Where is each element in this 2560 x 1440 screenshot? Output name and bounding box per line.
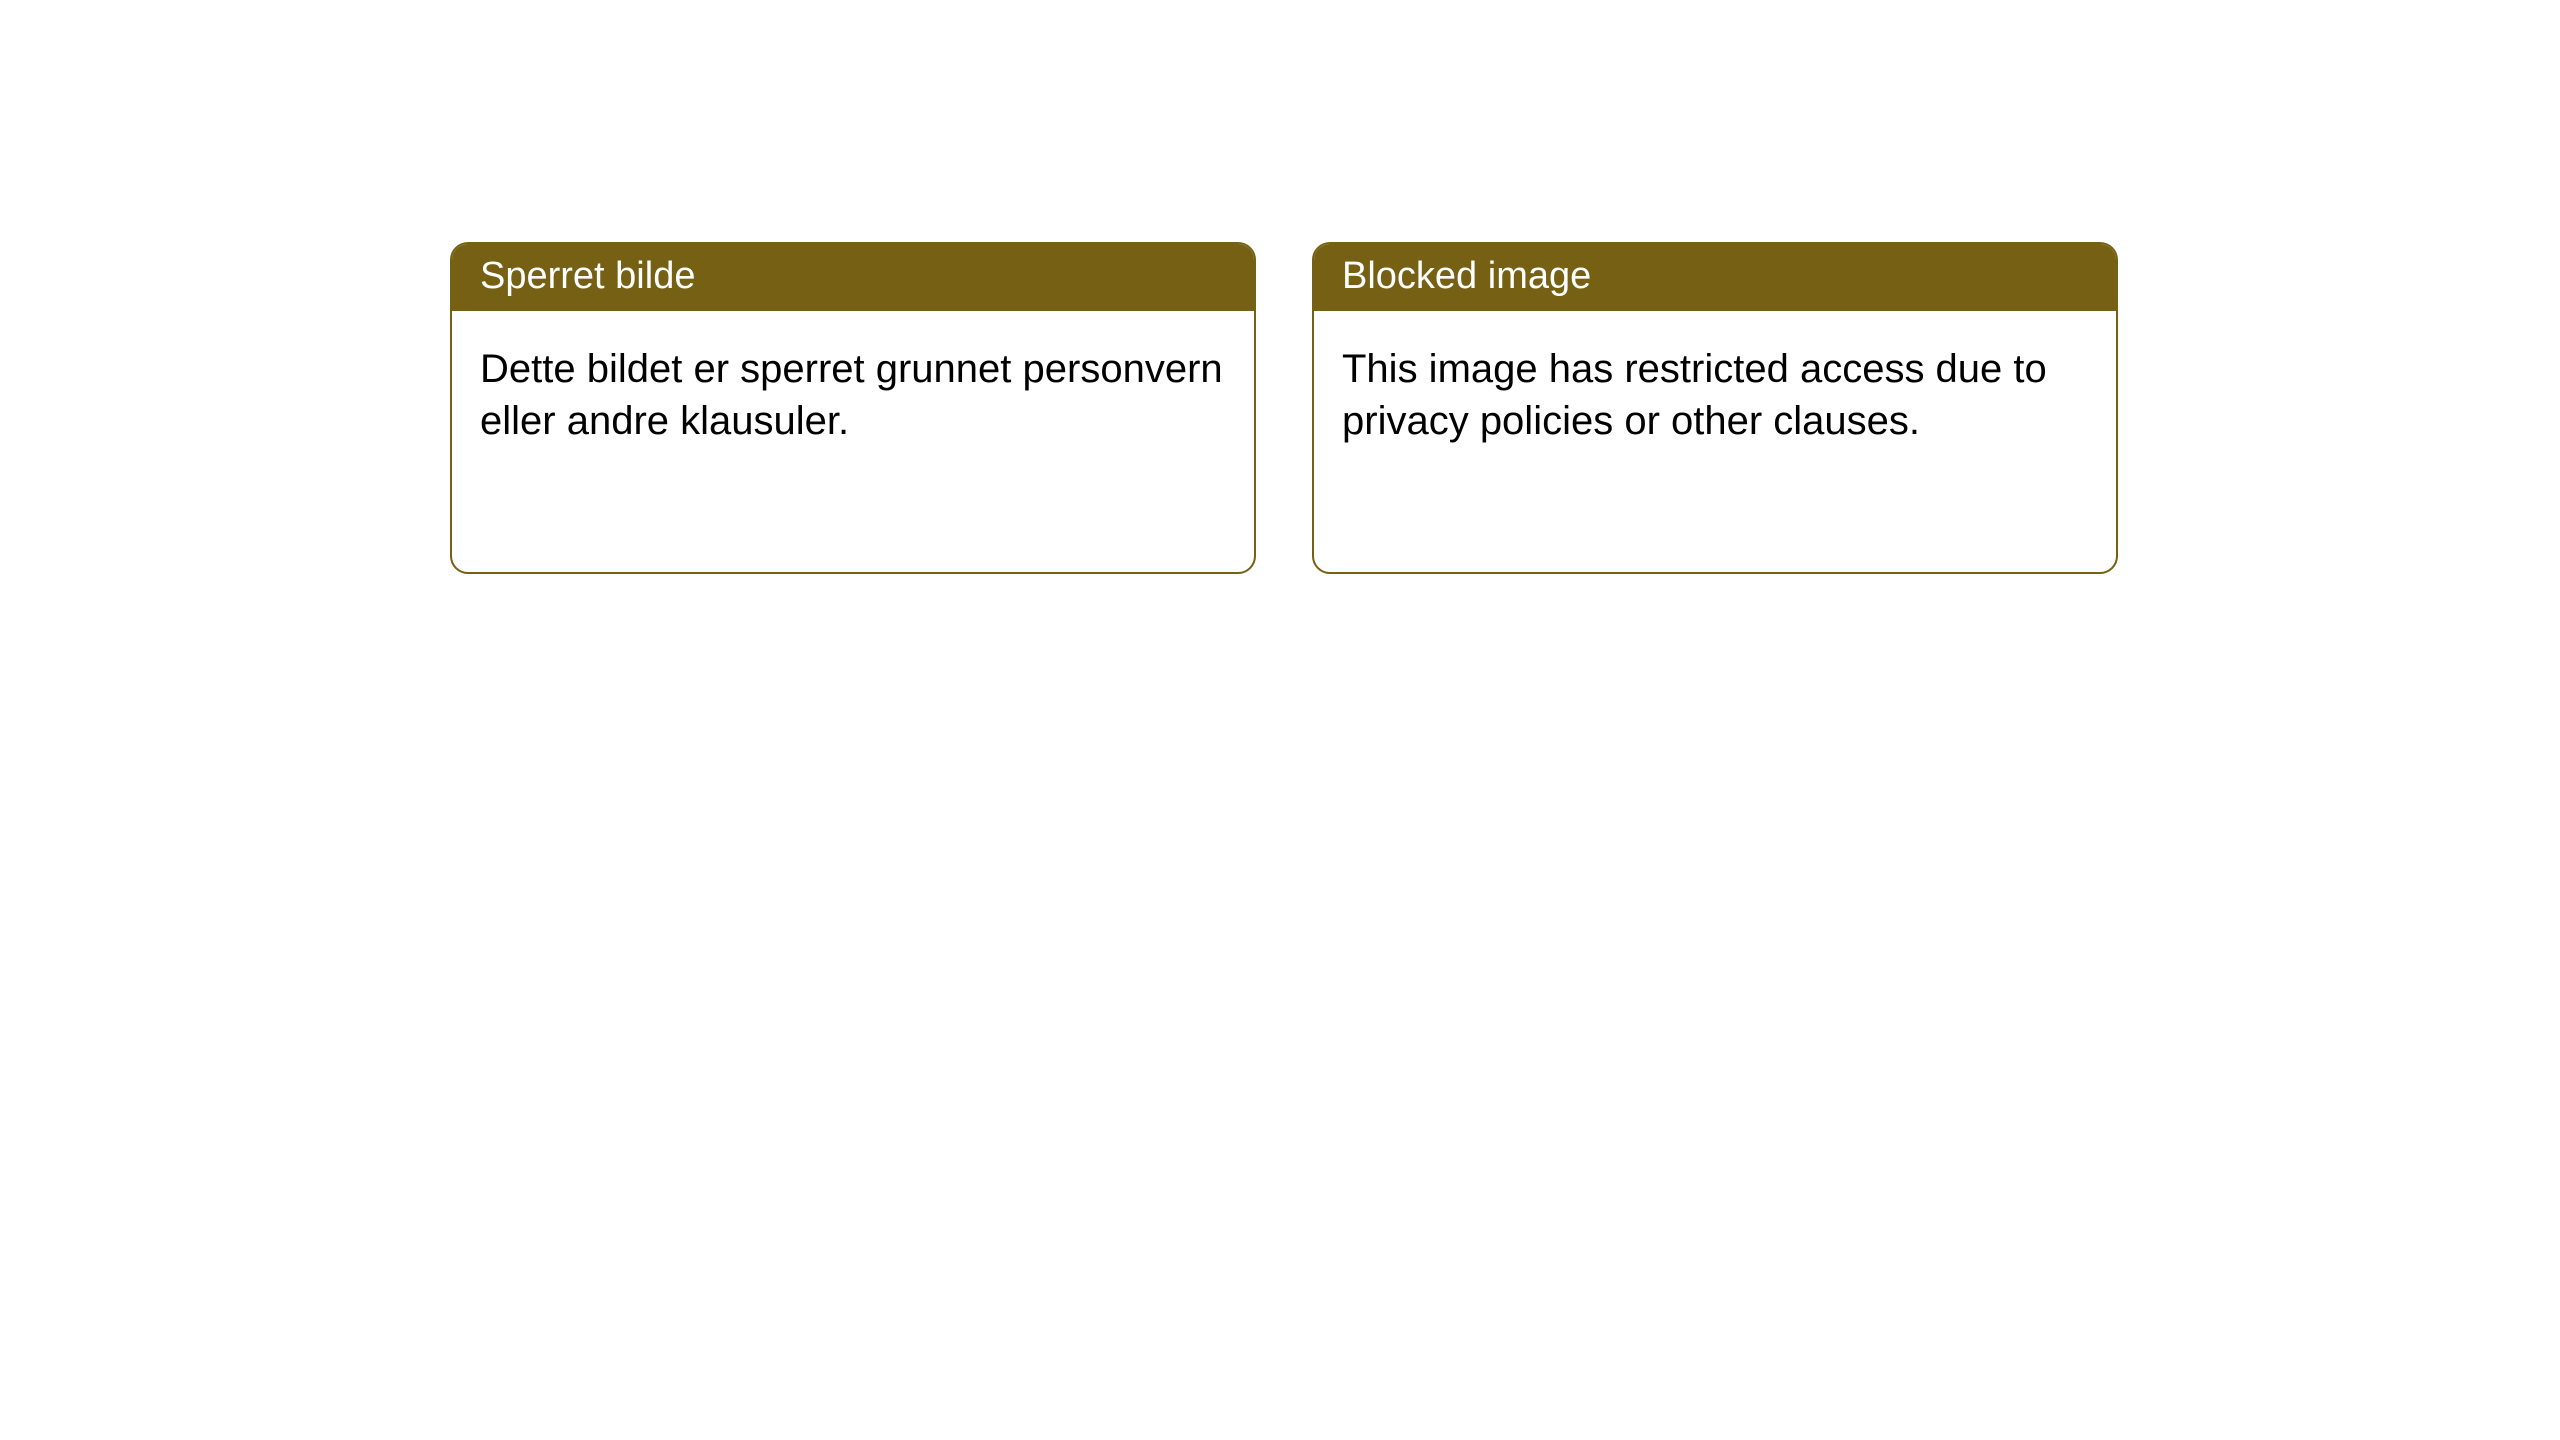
- card-body: Dette bildet er sperret grunnet personve…: [452, 311, 1254, 479]
- notice-card-container: Sperret bilde Dette bildet er sperret gr…: [0, 0, 2560, 574]
- card-body-text: This image has restricted access due to …: [1342, 347, 2047, 443]
- card-header: Sperret bilde: [452, 244, 1254, 311]
- card-title: Sperret bilde: [480, 255, 695, 297]
- card-body-text: Dette bildet er sperret grunnet personve…: [480, 347, 1223, 443]
- card-title: Blocked image: [1342, 255, 1591, 297]
- card-header: Blocked image: [1314, 244, 2116, 311]
- card-body: This image has restricted access due to …: [1314, 311, 2116, 479]
- blocked-image-card-english: Blocked image This image has restricted …: [1312, 242, 2118, 574]
- blocked-image-card-norwegian: Sperret bilde Dette bildet er sperret gr…: [450, 242, 1256, 574]
